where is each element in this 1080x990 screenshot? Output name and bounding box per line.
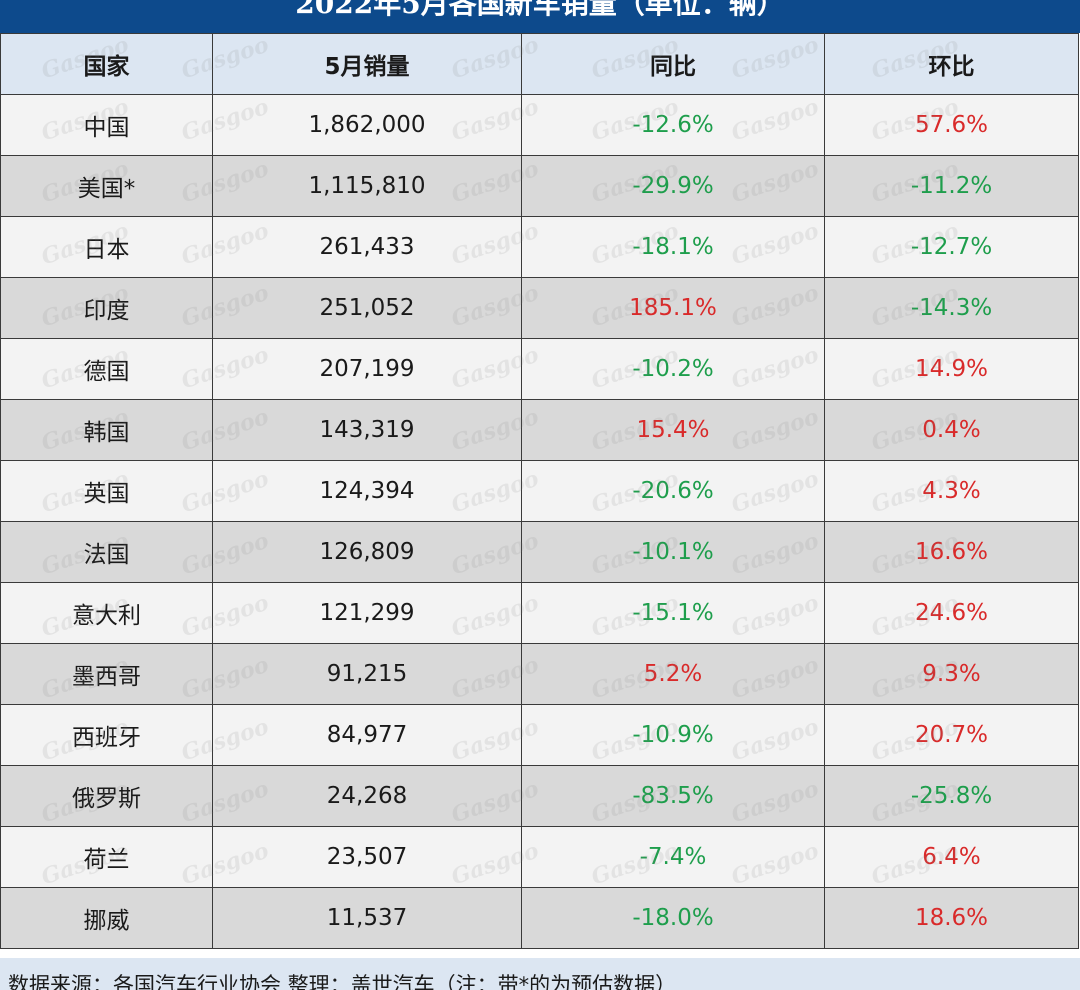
cell-mom: 24.6% [824,582,1079,644]
cell-sales: 23,507 [212,826,522,888]
cell-yoy: -20.6% [521,460,825,522]
cell-country: 日本 [0,216,213,278]
cell-mom: 16.6% [824,521,1079,583]
title-bar: 2022年5月各国新车销量（单位：辆） [0,0,1080,33]
table-row: 俄罗斯 24,268 -83.5% -25.8% [0,765,1079,827]
cell-country: 中国 [0,94,213,156]
cell-sales: 91,215 [212,643,522,705]
cell-country: 西班牙 [0,704,213,766]
cell-mom: 57.6% [824,94,1079,156]
cell-mom: 4.3% [824,460,1079,522]
table-row: 印度 251,052 185.1% -14.3% [0,277,1079,339]
cell-yoy: -18.0% [521,887,825,949]
cell-mom: -25.8% [824,765,1079,827]
footer: 数据来源：各国汽车行业协会 整理：盖世汽车（注：带*的为预估数据） [0,958,1080,990]
cell-yoy: -10.1% [521,521,825,583]
cell-sales: 207,199 [212,338,522,400]
header-country: 国家 [0,33,213,95]
cell-sales: 121,299 [212,582,522,644]
cell-sales: 124,394 [212,460,522,522]
cell-country: 墨西哥 [0,643,213,705]
table-row: 法国 126,809 -10.1% 16.6% [0,521,1079,583]
table-row: 意大利 121,299 -15.1% 24.6% [0,582,1079,644]
table-row: 荷兰 23,507 -7.4% 6.4% [0,826,1079,888]
cell-mom: 20.7% [824,704,1079,766]
cell-mom: -14.3% [824,277,1079,339]
cell-country: 俄罗斯 [0,765,213,827]
cell-yoy: -29.9% [521,155,825,217]
cell-mom: -12.7% [824,216,1079,278]
table-row: 墨西哥 91,215 5.2% 9.3% [0,643,1079,705]
cell-country: 法国 [0,521,213,583]
cell-mom: 18.6% [824,887,1079,949]
cell-sales: 126,809 [212,521,522,583]
cell-yoy: -7.4% [521,826,825,888]
cell-yoy: -12.6% [521,94,825,156]
cell-yoy: 15.4% [521,399,825,461]
cell-sales: 251,052 [212,277,522,339]
cell-country: 印度 [0,277,213,339]
cell-country: 挪威 [0,887,213,949]
cell-country: 荷兰 [0,826,213,888]
cell-yoy: -15.1% [521,582,825,644]
cell-yoy: -10.2% [521,338,825,400]
table-row: 英国 124,394 -20.6% 4.3% [0,460,1079,522]
cell-yoy: -10.9% [521,704,825,766]
cell-country: 英国 [0,460,213,522]
cell-mom: 14.9% [824,338,1079,400]
cell-sales: 84,977 [212,704,522,766]
cell-country: 德国 [0,338,213,400]
cell-country: 美国* [0,155,213,217]
cell-sales: 1,862,000 [212,94,522,156]
cell-yoy: -83.5% [521,765,825,827]
cell-sales: 24,268 [212,765,522,827]
header-yoy: 同比 [521,33,825,95]
cell-country: 韩国 [0,399,213,461]
table-body: 中国 1,862,000 -12.6% 57.6% 美国* 1,115,810 -29.9%… [0,94,1079,949]
table-row: 日本 261,433 -18.1% -12.7% [0,216,1079,278]
cell-sales: 1,115,810 [212,155,522,217]
cell-yoy: 185.1% [521,277,825,339]
cell-sales: 143,319 [212,399,522,461]
table-row: 德国 207,199 -10.2% 14.9% [0,338,1079,400]
table-row: 挪威 11,537 -18.0% 18.6% [0,887,1079,949]
page-title: 2022年5月各国新车销量（单位：辆） [295,0,785,20]
footer-note: 数据来源：各国汽车行业协会 整理：盖世汽车（注：带*的为预估数据） [8,973,677,990]
sales-table: 国家 5月销量 同比 环比 中国 1,862,000 -12.6% 57.6% 美国* 1… [0,33,1079,949]
table-header-row: 国家 5月销量 同比 环比 [0,33,1079,95]
cell-country: 意大利 [0,582,213,644]
table-row: 美国* 1,115,810 -29.9% -11.2% [0,155,1079,217]
cell-yoy: 5.2% [521,643,825,705]
header-sales: 5月销量 [212,33,522,95]
cell-sales: 11,537 [212,887,522,949]
table-row: 西班牙 84,977 -10.9% 20.7% [0,704,1079,766]
cell-mom: 6.4% [824,826,1079,888]
cell-yoy: -18.1% [521,216,825,278]
cell-mom: -11.2% [824,155,1079,217]
table-row: 中国 1,862,000 -12.6% 57.6% [0,94,1079,156]
header-mom: 环比 [824,33,1079,95]
cell-mom: 9.3% [824,643,1079,705]
cell-sales: 261,433 [212,216,522,278]
table-row: 韩国 143,319 15.4% 0.4% [0,399,1079,461]
cell-mom: 0.4% [824,399,1079,461]
